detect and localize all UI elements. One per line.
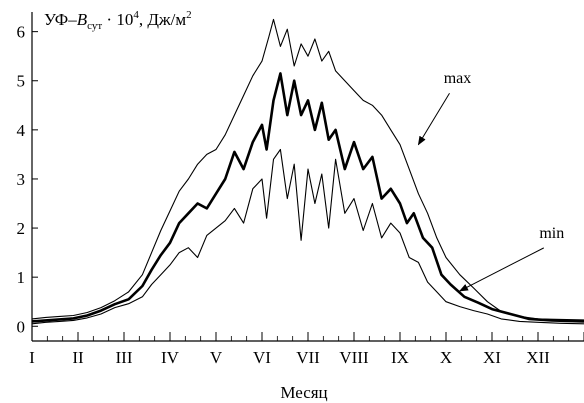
x-ticks: I II III IV V VI VII VIII IX X XI XII: [29, 332, 584, 367]
x-tick-label: III: [116, 348, 133, 367]
y-tick-label: 1: [17, 268, 26, 287]
y-title-unit-exp: 2: [186, 9, 192, 21]
annotation-label-max: max: [444, 70, 472, 87]
annotations: max min: [417, 70, 564, 292]
x-tick-label: V: [210, 348, 223, 367]
x-tick-label: XI: [483, 348, 501, 367]
x-tick-label: XII: [526, 348, 550, 367]
y-axis-title: УФ–Bсут · 104, Дж/м2: [44, 9, 192, 32]
y-title-var: B: [77, 10, 88, 29]
y-tick-label: 0: [17, 317, 26, 336]
x-tick-label: VI: [253, 348, 271, 367]
y-title-sub: сут: [87, 20, 102, 32]
annotation-label-min: min: [539, 225, 564, 242]
y-tick-label: 4: [17, 121, 26, 140]
x-tick-label: IX: [391, 348, 409, 367]
x-tick-label: VII: [296, 348, 320, 367]
x-tick-label: I: [29, 348, 35, 367]
series-line-min: [31, 148, 584, 325]
series-line-max: [31, 18, 584, 321]
annotation-arrow-max: [417, 92, 450, 146]
y-tick-label: 6: [17, 23, 26, 42]
series-line-mean: [31, 72, 584, 323]
y-title-mult: · 10: [102, 10, 133, 29]
y-tick-label: 3: [17, 170, 26, 189]
x-tick-label: IV: [161, 348, 180, 367]
x-tick-label: VIII: [339, 348, 369, 367]
x-tick-label: II: [72, 348, 84, 367]
x-tick-label: X: [440, 348, 452, 367]
y-ticks: 0 1 2 3 4 5 6: [17, 23, 38, 336]
y-title-prefix: УФ–: [44, 10, 77, 29]
annotation-arrow-min: [458, 247, 545, 292]
y-tick-label: 2: [17, 219, 26, 238]
series-group: [31, 18, 584, 325]
y-tick-label: 5: [17, 72, 26, 91]
x-axis-title: Месяц: [280, 383, 327, 402]
y-title-exp: 4: [133, 9, 139, 21]
y-title-unit: , Дж/м: [139, 10, 187, 29]
